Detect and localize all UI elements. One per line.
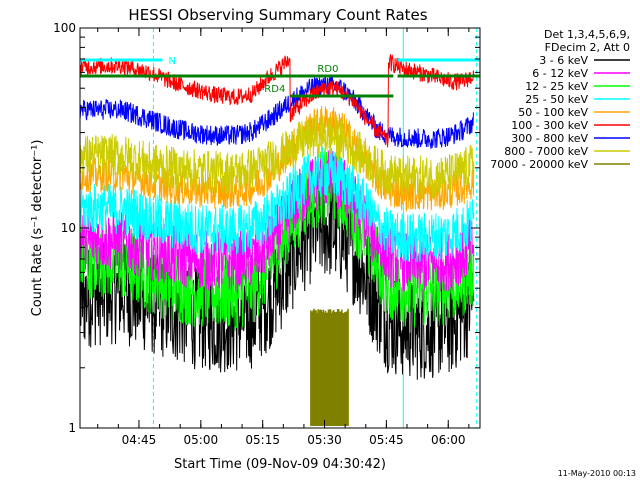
series-line (79, 178, 475, 380)
legend-header: Det 1,3,4,5,6,9, (544, 28, 630, 41)
x-tick-label: 06:00 (431, 433, 466, 447)
legend-entry-label: 800 - 7000 keV (504, 145, 588, 158)
series-5 (79, 54, 475, 148)
legend-entry-label: 7000 - 20000 keV (490, 158, 588, 171)
legend-entry-label: 50 - 100 keV (518, 106, 588, 119)
chart-title: HESSI Observing Summary Count Rates (128, 6, 427, 24)
x-tick-label: 05:45 (369, 433, 404, 447)
series-3 (79, 146, 475, 264)
legend-entry-label: 25 - 50 keV (525, 93, 588, 106)
legend-entry-label: 6 - 12 keV (532, 67, 588, 80)
y-tick-label: 100 (53, 21, 76, 35)
x-axis-label: Start Time (09-Nov-09 04:30:42) (174, 457, 386, 472)
y-axis-label: Count Rate (s⁻¹ detector⁻¹) (30, 140, 45, 317)
legend: Det 1,3,4,5,6,9,FDecim 2, Att 03 - 6 keV… (490, 28, 630, 171)
x-tick-label: 05:15 (245, 433, 280, 447)
state-bar-label: RD0 (317, 64, 338, 75)
y-axis: 1 10 100 (53, 21, 480, 435)
x-tick-label: 04:45 (122, 433, 157, 447)
legend-entry-label: 12 - 25 keV (525, 80, 588, 93)
plot-area: N RD0 RD4 (79, 28, 480, 428)
footer-date: 11-May-2010 00:13 (558, 469, 636, 478)
series-6 (79, 75, 475, 149)
series-line (79, 54, 475, 148)
series-line (79, 146, 475, 264)
state-bar-label: N (168, 56, 175, 67)
legend-entry-label: 100 - 300 keV (511, 119, 588, 132)
y-tick-label: 10 (61, 221, 76, 235)
state-bar-label: RD4 (264, 84, 285, 95)
legend-entry-label: 3 - 6 keV (539, 54, 588, 67)
x-tick-label: 05:00 (184, 433, 219, 447)
series-8 (310, 308, 349, 426)
legend-header: FDecim 2, Att 0 (545, 41, 630, 54)
series-0 (79, 178, 475, 380)
legend-entry-label: 300 - 800 keV (511, 132, 588, 145)
series-line (79, 115, 475, 199)
series-line (79, 75, 475, 149)
y-tick-label: 1 (68, 421, 76, 435)
x-axis: 04:45 05:00 05:15 05:30 05:45 06:00 (97, 28, 470, 447)
series-7 (79, 115, 475, 199)
x-tick-label: 05:30 (307, 433, 342, 447)
